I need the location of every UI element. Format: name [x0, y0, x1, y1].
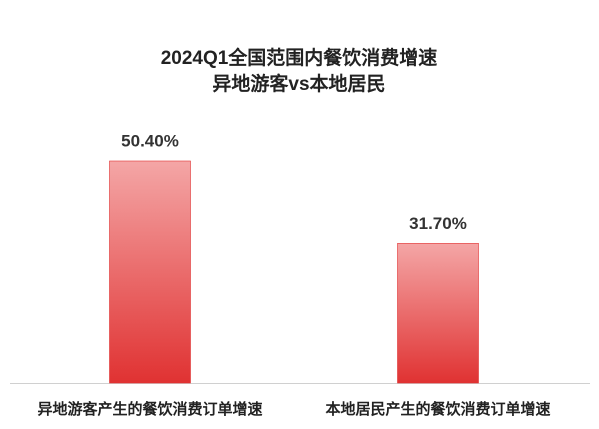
value-label: 50.40%	[121, 131, 179, 150]
value-label: 31.70%	[409, 214, 467, 233]
bar	[109, 160, 191, 384]
bar	[397, 243, 479, 384]
x-tick-label: 本地居民产生的餐饮消费订单增速	[325, 400, 550, 418]
chart-title: 2024Q1全国范围内餐饮消费增速	[161, 46, 438, 69]
x-tick-label: 异地游客产生的餐饮消费订单增速	[37, 400, 262, 418]
chart-subtitle: 异地游客vs本地居民	[212, 72, 385, 95]
